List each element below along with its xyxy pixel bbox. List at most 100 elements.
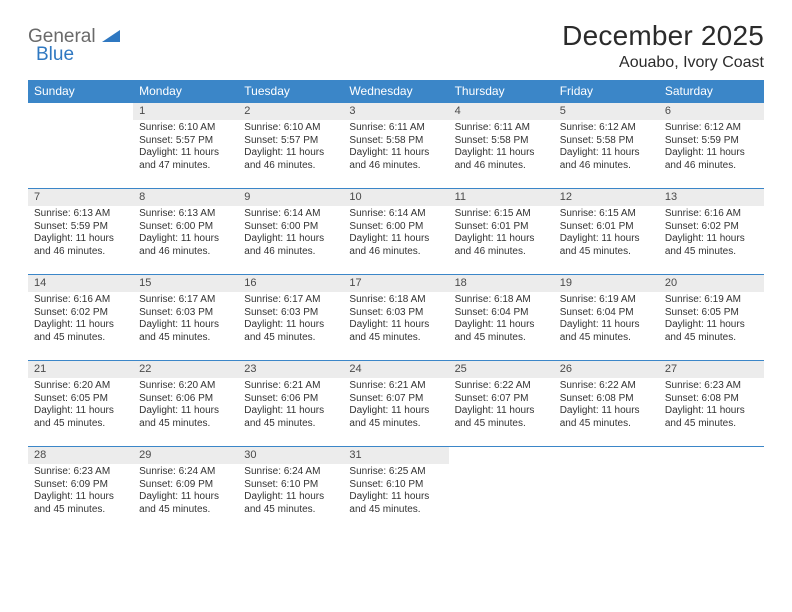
sunrise-text: Sunrise: 6:11 AM [455,122,548,135]
calendar-cell: 22Sunrise: 6:20 AMSunset: 6:06 PMDayligh… [133,361,238,447]
daylight-text: Daylight: 11 hours and 45 minutes. [349,491,442,516]
calendar-cell: 1Sunrise: 6:10 AMSunset: 5:57 PMDaylight… [133,103,238,189]
day-number: 9 [238,189,343,206]
day-content: Sunrise: 6:16 AMSunset: 6:02 PMDaylight:… [28,292,133,348]
sunset-text: Sunset: 6:00 PM [244,221,337,234]
calendar-cell: 6Sunrise: 6:12 AMSunset: 5:59 PMDaylight… [659,103,764,189]
calendar-cell: 15Sunrise: 6:17 AMSunset: 6:03 PMDayligh… [133,275,238,361]
sunrise-text: Sunrise: 6:12 AM [560,122,653,135]
daylight-text: Daylight: 11 hours and 45 minutes. [560,233,653,258]
sunset-text: Sunset: 6:07 PM [349,393,442,406]
day-content: Sunrise: 6:14 AMSunset: 6:00 PMDaylight:… [238,206,343,262]
daylight-text: Daylight: 11 hours and 45 minutes. [349,405,442,430]
daylight-text: Daylight: 11 hours and 46 minutes. [455,233,548,258]
daylight-text: Daylight: 11 hours and 45 minutes. [244,319,337,344]
sunrise-text: Sunrise: 6:16 AM [34,294,127,307]
day-content: Sunrise: 6:19 AMSunset: 6:04 PMDaylight:… [554,292,659,348]
calendar-cell: 18Sunrise: 6:18 AMSunset: 6:04 PMDayligh… [449,275,554,361]
title-block: December 2025 Aouabo, Ivory Coast [562,20,764,72]
day-content: Sunrise: 6:12 AMSunset: 5:59 PMDaylight:… [659,120,764,176]
sunrise-text: Sunrise: 6:19 AM [560,294,653,307]
daylight-text: Daylight: 11 hours and 45 minutes. [34,405,127,430]
day-number: 14 [28,275,133,292]
day-header: Sunday [28,80,133,103]
sunrise-text: Sunrise: 6:20 AM [34,380,127,393]
sunset-text: Sunset: 6:06 PM [244,393,337,406]
sunrise-text: Sunrise: 6:15 AM [455,208,548,221]
daylight-text: Daylight: 11 hours and 46 minutes. [349,233,442,258]
sunset-text: Sunset: 6:05 PM [34,393,127,406]
sunrise-text: Sunrise: 6:21 AM [349,380,442,393]
day-number: 20 [659,275,764,292]
calendar-cell: 5Sunrise: 6:12 AMSunset: 5:58 PMDaylight… [554,103,659,189]
sunrise-text: Sunrise: 6:14 AM [244,208,337,221]
calendar-row: 14Sunrise: 6:16 AMSunset: 6:02 PMDayligh… [28,275,764,361]
day-content: Sunrise: 6:23 AMSunset: 6:09 PMDaylight:… [28,464,133,520]
day-number: 25 [449,361,554,378]
day-header: Tuesday [238,80,343,103]
day-number: 31 [343,447,448,464]
calendar-cell: 26Sunrise: 6:22 AMSunset: 6:08 PMDayligh… [554,361,659,447]
calendar-cell: 20Sunrise: 6:19 AMSunset: 6:05 PMDayligh… [659,275,764,361]
day-number: 8 [133,189,238,206]
sunset-text: Sunset: 6:03 PM [349,307,442,320]
day-number: 26 [554,361,659,378]
calendar-table: SundayMondayTuesdayWednesdayThursdayFrid… [28,80,764,533]
day-number: 24 [343,361,448,378]
daylight-text: Daylight: 11 hours and 45 minutes. [665,233,758,258]
day-content: Sunrise: 6:25 AMSunset: 6:10 PMDaylight:… [343,464,448,520]
calendar-cell: 30Sunrise: 6:24 AMSunset: 6:10 PMDayligh… [238,447,343,533]
day-content: Sunrise: 6:14 AMSunset: 6:00 PMDaylight:… [343,206,448,262]
day-content: Sunrise: 6:12 AMSunset: 5:58 PMDaylight:… [554,120,659,176]
sunrise-text: Sunrise: 6:24 AM [244,466,337,479]
sunrise-text: Sunrise: 6:15 AM [560,208,653,221]
daylight-text: Daylight: 11 hours and 45 minutes. [244,491,337,516]
daylight-text: Daylight: 11 hours and 45 minutes. [560,319,653,344]
daylight-text: Daylight: 11 hours and 46 minutes. [349,147,442,172]
day-number: 4 [449,103,554,120]
day-number: 6 [659,103,764,120]
sunset-text: Sunset: 6:00 PM [139,221,232,234]
calendar-cell: 17Sunrise: 6:18 AMSunset: 6:03 PMDayligh… [343,275,448,361]
day-content: Sunrise: 6:24 AMSunset: 6:10 PMDaylight:… [238,464,343,520]
calendar-cell: 16Sunrise: 6:17 AMSunset: 6:03 PMDayligh… [238,275,343,361]
sunrise-text: Sunrise: 6:24 AM [139,466,232,479]
day-content: Sunrise: 6:17 AMSunset: 6:03 PMDaylight:… [238,292,343,348]
day-number: 27 [659,361,764,378]
day-number: 15 [133,275,238,292]
daylight-text: Daylight: 11 hours and 45 minutes. [34,319,127,344]
sunrise-text: Sunrise: 6:18 AM [455,294,548,307]
day-content: Sunrise: 6:11 AMSunset: 5:58 PMDaylight:… [449,120,554,176]
calendar-cell: 11Sunrise: 6:15 AMSunset: 6:01 PMDayligh… [449,189,554,275]
day-number: 3 [343,103,448,120]
day-number: 10 [343,189,448,206]
sunrise-text: Sunrise: 6:21 AM [244,380,337,393]
day-content: Sunrise: 6:15 AMSunset: 6:01 PMDaylight:… [449,206,554,262]
sunset-text: Sunset: 6:03 PM [244,307,337,320]
day-content: Sunrise: 6:21 AMSunset: 6:07 PMDaylight:… [343,378,448,434]
sunrise-text: Sunrise: 6:23 AM [34,466,127,479]
day-content: Sunrise: 6:17 AMSunset: 6:03 PMDaylight:… [133,292,238,348]
daylight-text: Daylight: 11 hours and 45 minutes. [665,319,758,344]
page-title: December 2025 [562,20,764,52]
daylight-text: Daylight: 11 hours and 45 minutes. [349,319,442,344]
daylight-text: Daylight: 11 hours and 46 minutes. [244,147,337,172]
calendar-cell: 2Sunrise: 6:10 AMSunset: 5:57 PMDaylight… [238,103,343,189]
calendar-cell: 14Sunrise: 6:16 AMSunset: 6:02 PMDayligh… [28,275,133,361]
sunrise-text: Sunrise: 6:25 AM [349,466,442,479]
calendar-row: 1Sunrise: 6:10 AMSunset: 5:57 PMDaylight… [28,103,764,189]
daylight-text: Daylight: 11 hours and 46 minutes. [244,233,337,258]
sunrise-text: Sunrise: 6:17 AM [244,294,337,307]
day-number: 23 [238,361,343,378]
calendar-cell: 21Sunrise: 6:20 AMSunset: 6:05 PMDayligh… [28,361,133,447]
empty-day [449,447,554,464]
sunrise-text: Sunrise: 6:11 AM [349,122,442,135]
day-header: Saturday [659,80,764,103]
calendar-cell [28,103,133,189]
day-number: 13 [659,189,764,206]
daylight-text: Daylight: 11 hours and 46 minutes. [139,233,232,258]
daylight-text: Daylight: 11 hours and 45 minutes. [139,491,232,516]
calendar-cell: 25Sunrise: 6:22 AMSunset: 6:07 PMDayligh… [449,361,554,447]
calendar-row: 28Sunrise: 6:23 AMSunset: 6:09 PMDayligh… [28,447,764,533]
day-content: Sunrise: 6:22 AMSunset: 6:08 PMDaylight:… [554,378,659,434]
